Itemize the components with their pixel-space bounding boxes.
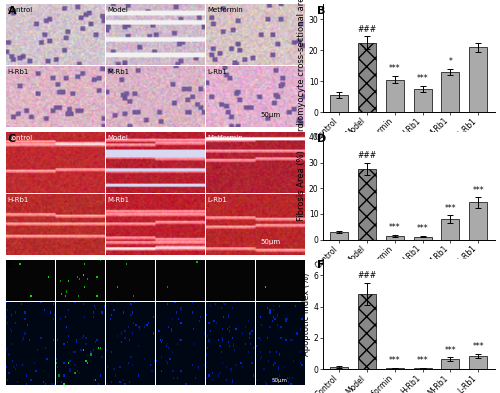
Bar [358, 42, 376, 112]
Text: F: F [318, 260, 325, 270]
Text: ***: *** [389, 64, 400, 73]
Text: ***: *** [472, 342, 484, 351]
Bar [358, 294, 376, 369]
Text: ***: *** [417, 74, 428, 83]
Text: ###: ### [358, 151, 376, 160]
Bar [386, 79, 404, 112]
Text: H-Rb1: H-Rb1 [8, 69, 29, 75]
Text: M-Rb1: M-Rb1 [108, 197, 130, 203]
Bar [330, 95, 348, 112]
Text: Model: Model [108, 7, 128, 13]
Text: ###: ### [358, 25, 376, 34]
Text: ***: *** [389, 223, 400, 232]
Bar [414, 89, 432, 112]
Text: D: D [318, 134, 327, 143]
Bar [442, 359, 460, 369]
Bar [469, 47, 487, 112]
Text: L-Rb1: L-Rb1 [208, 197, 228, 203]
Text: H-Rb1: H-Rb1 [8, 197, 29, 203]
Text: 50μm: 50μm [260, 112, 280, 118]
Text: ***: *** [417, 224, 428, 233]
Text: M-Rb1: M-Rb1 [108, 69, 130, 75]
Text: Metformin: Metformin [208, 135, 244, 141]
Bar [469, 356, 487, 369]
Text: E: E [8, 260, 15, 270]
Text: Control: Control [8, 7, 33, 13]
Bar [469, 202, 487, 240]
Bar [386, 236, 404, 240]
Bar [414, 368, 432, 369]
Text: ***: *** [417, 356, 428, 365]
Text: Model: Model [108, 135, 128, 141]
Y-axis label: Cardiomyocyte cross-sectional area (%): Cardiomyocyte cross-sectional area (%) [297, 0, 306, 142]
Text: L-Rb1: L-Rb1 [208, 69, 228, 75]
Y-axis label: Fibrosis Area (%): Fibrosis Area (%) [297, 150, 306, 221]
Text: ***: *** [444, 345, 456, 354]
Bar [442, 219, 460, 240]
Bar [358, 169, 376, 240]
Bar [330, 232, 348, 240]
Text: C: C [8, 134, 16, 143]
Text: Control: Control [8, 135, 33, 141]
Bar [442, 72, 460, 112]
Y-axis label: Apoptotic Index (%): Apoptotic Index (%) [302, 273, 310, 356]
Bar [414, 237, 432, 240]
Bar [330, 367, 348, 369]
Text: 50μm: 50μm [260, 239, 280, 245]
Text: A: A [8, 6, 16, 16]
Text: ***: *** [389, 356, 400, 365]
Text: *: * [448, 57, 452, 66]
Text: ***: *** [444, 204, 456, 213]
Text: B: B [318, 6, 326, 16]
Text: ###: ### [358, 271, 376, 280]
Text: ***: *** [472, 185, 484, 195]
Bar [386, 368, 404, 369]
Text: Metformin: Metformin [208, 7, 244, 13]
Text: 50μm: 50μm [272, 378, 287, 383]
